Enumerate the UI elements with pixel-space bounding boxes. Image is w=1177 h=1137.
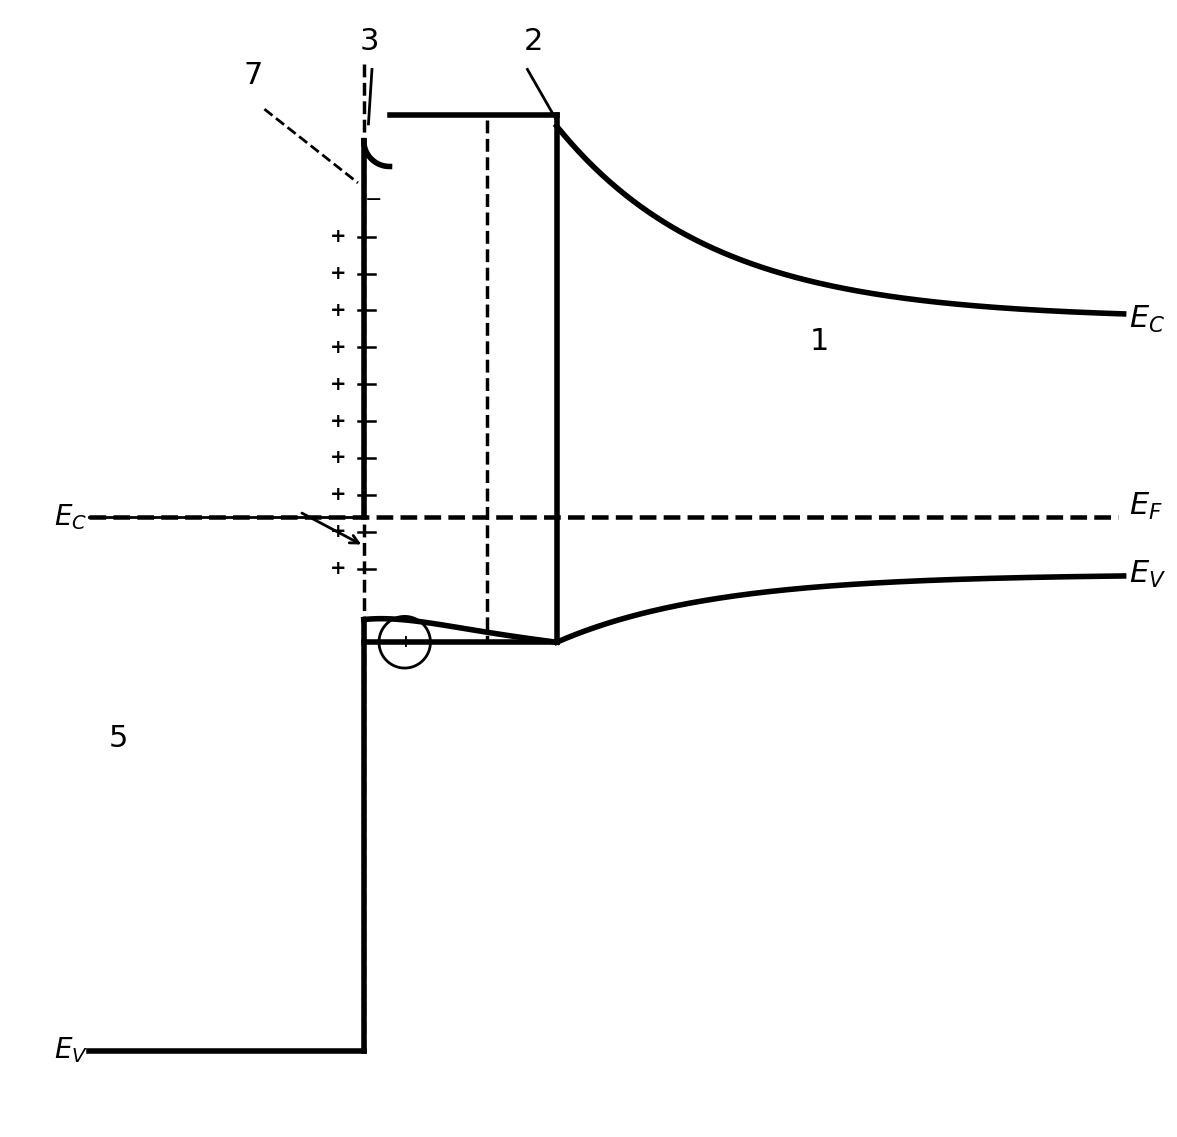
Text: +: +	[330, 559, 346, 578]
Text: 3: 3	[360, 26, 379, 56]
Text: −: −	[365, 190, 381, 210]
Text: +: +	[330, 375, 346, 393]
Text: 2: 2	[524, 26, 543, 56]
Text: +: +	[330, 412, 346, 431]
Text: +: +	[330, 448, 346, 467]
Text: +: +	[330, 338, 346, 357]
Text: $E_C$: $E_C$	[54, 503, 87, 532]
Text: +: +	[330, 522, 346, 541]
Text: +: +	[330, 301, 346, 319]
Text: $E_V$: $E_V$	[1130, 558, 1166, 590]
Text: 1: 1	[810, 327, 830, 356]
Text: +: +	[330, 227, 346, 247]
Text: $E_V$: $E_V$	[54, 1036, 88, 1065]
Text: +: +	[398, 633, 412, 652]
Text: +: +	[330, 485, 346, 505]
Text: 7: 7	[242, 60, 262, 90]
Text: $E_F$: $E_F$	[1130, 490, 1163, 522]
Text: $E_C$: $E_C$	[1130, 304, 1165, 334]
Text: +: +	[330, 264, 346, 283]
Text: 5: 5	[108, 724, 128, 753]
